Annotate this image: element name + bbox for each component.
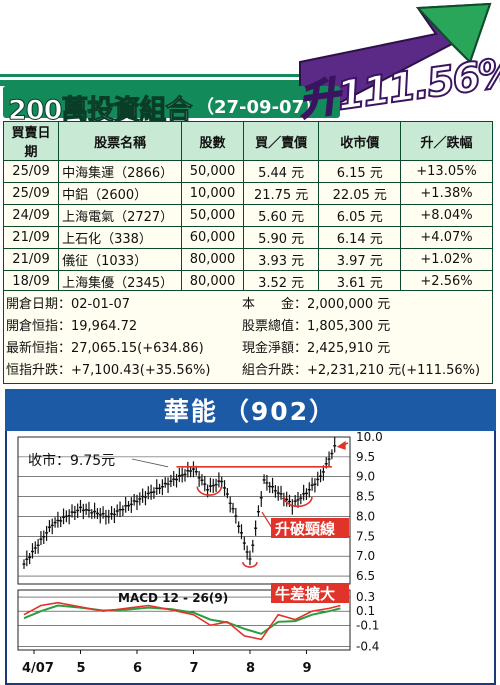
table-row: 21/09 儀征（1033） 80,000 3.93 元 3.97 元 +1.0…: [2, 248, 493, 271]
price-y-tick-label: 8.5: [356, 490, 375, 504]
price-y-tick-label: 9.5: [356, 450, 375, 464]
portfolio-summary: 開倉日期：02-01-07 開倉恒指：19,964.72 最新恒指：27,065…: [3, 290, 493, 384]
summary-capital: 本 金：2,000,000 元: [242, 297, 391, 312]
close-label-connector: [131, 458, 169, 468]
macd-panel-border: [17, 589, 351, 651]
trough-arc: [196, 486, 223, 496]
chart-header-bar: [5, 389, 496, 431]
cell-shares: 10,000: [181, 182, 244, 205]
cell-change: +4.07%: [400, 226, 493, 249]
price-series: [22, 436, 337, 569]
cell-change: +1.38%: [400, 182, 493, 205]
banner-stripe: [0, 80, 340, 86]
summary-portfolio-change: 組合升跌：+2,231,210 元(+111.56%): [242, 363, 481, 378]
column-header: 買賣日期: [2, 121, 60, 161]
summary-latest-index: 最新恒指：27,065.15(+634.86): [6, 341, 204, 356]
cell-close: 6.14 元: [318, 226, 402, 249]
arrow-head-icon: [415, 2, 492, 64]
table-row: 24/09 上海電氣（2727） 50,000 5.60 元 6.05 元 +8…: [2, 204, 493, 227]
banner-graphic: [0, 2, 492, 113]
column-header: 股票名稱: [58, 121, 183, 161]
column-header: 升／跌幅: [400, 121, 493, 161]
x-tick-label: 8: [246, 661, 255, 676]
price-y-tick-label: 8.0: [356, 509, 375, 523]
title-date: （27-09-07）: [196, 97, 323, 118]
macd-widening-label-box: [271, 583, 349, 603]
macd-widening-label: 牛差擴大: [275, 585, 335, 603]
cell-stock: 中海集運（2866）: [58, 160, 183, 183]
cell-stock: 上海電氣（2727）: [58, 204, 183, 227]
close-price-label: 收市：9.75元: [28, 452, 115, 469]
macd-series: [23, 601, 341, 641]
trough-arc: [242, 561, 258, 568]
column-header: 收市價: [318, 121, 402, 161]
breakout-pointer: [261, 511, 273, 529]
column-header: 買／賣價: [242, 121, 320, 161]
price-y-tick-label: 10.0: [356, 430, 383, 444]
summary-cash: 現金淨額：2,425,910 元: [242, 341, 391, 356]
summary-stock-value: 股票總值：1,805,300 元: [242, 319, 391, 334]
cell-price: 5.90 元: [242, 226, 320, 249]
summary-index-change: 恒指升跌：+7,100.43(+35.56%): [6, 363, 211, 378]
x-tick-label: 5: [76, 661, 85, 676]
breakout-label: 升破頸線: [275, 520, 335, 538]
macd-signal-line: [23, 604, 341, 635]
trough-arc: [283, 496, 313, 508]
column-header: 股數: [181, 121, 244, 161]
cell-shares: 50,000: [181, 204, 244, 227]
price-y-tick-label: 7.0: [356, 549, 375, 563]
cell-change: +13.05%: [400, 160, 493, 183]
cell-date: 21/09: [2, 226, 60, 249]
chart-title: 華能 （902）: [0, 392, 500, 428]
chart-frame: [5, 389, 496, 685]
price-y-tick-label: 6.5: [356, 569, 375, 583]
summary-open-index: 開倉恒指：19,964.72: [6, 319, 138, 334]
cell-close: 6.15 元: [318, 160, 402, 183]
macd-y-tick-label: 0.3: [356, 590, 375, 604]
cell-stock: 上石化（338）: [58, 226, 183, 249]
table-header-row: 買賣日期 股票名稱 股數 買／賣價 收市價 升／跌幅: [2, 121, 493, 161]
cell-close: 6.05 元: [318, 204, 402, 227]
cell-price: 5.60 元: [242, 204, 320, 227]
cell-date: 25/09: [2, 160, 60, 183]
cell-change: +8.04%: [400, 204, 493, 227]
macd-y-tick-label: -0.4: [356, 639, 379, 653]
cell-price: 21.75 元: [242, 182, 320, 205]
x-tick-label: 6: [133, 661, 142, 676]
cell-stock: 中鋁（2600）: [58, 182, 183, 205]
macd-y-tick-label: -0.1: [356, 618, 379, 632]
cell-close: 3.61 元: [318, 270, 402, 293]
macd-label: MACD 12 - 26(9): [118, 591, 228, 605]
macd-line: [23, 601, 341, 641]
cell-date: 21/09: [2, 248, 60, 271]
x-tick-label: 9: [302, 661, 311, 676]
price-y-tick-label: 7.5: [356, 529, 375, 543]
cell-stock: 儀征（1033）: [58, 248, 183, 271]
chart-stock-code: （902）: [223, 397, 337, 426]
macd-y-tick-label: 0.1: [356, 604, 375, 618]
chart-stock-name: 華能: [163, 397, 218, 426]
banner-stripe: [0, 74, 340, 77]
x-tick-label: 7: [189, 661, 198, 676]
cell-shares: 80,000: [181, 248, 244, 271]
summary-open-date: 開倉日期：02-01-07: [6, 297, 131, 312]
breakout-label-box: [271, 518, 349, 538]
cell-price: 5.44 元: [242, 160, 320, 183]
x-tick-label: 4/07: [22, 661, 54, 676]
table-row: 25/09 中鋁（2600） 10,000 21.75 元 22.05 元 +1…: [2, 182, 493, 205]
chart-axes: 6.5 7.0 7.5 8.0 8.5 9.0 9.5 10.0 0.30.1-0.1 -0.4 4…: [22, 430, 383, 676]
price-y-tick-label: 9.0: [356, 470, 375, 484]
cell-change: +2.56%: [400, 270, 493, 293]
cell-change: +1.02%: [400, 248, 493, 271]
title-box: [3, 86, 340, 118]
close-arrow-head: [336, 440, 346, 450]
cell-price: 3.93 元: [242, 248, 320, 271]
cell-date: 24/09: [2, 204, 60, 227]
